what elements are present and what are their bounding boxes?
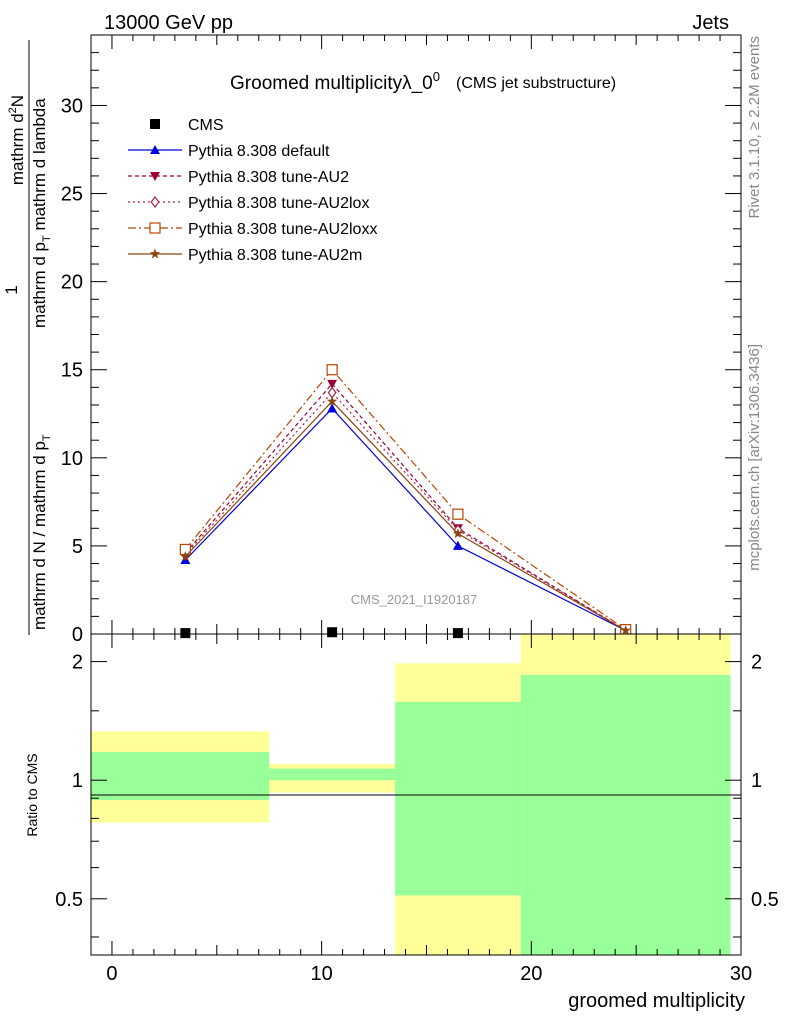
x-axis-label: groomed multiplicity — [568, 990, 745, 1012]
series-line-4 — [184, 368, 627, 631]
main-ylabel: 1 mathrm d2N mathrm d N / mathrm d pT ma… — [2, 40, 53, 635]
legend-label-1: Pythia 8.308 default — [188, 143, 330, 160]
ratio-xtick-label: 0 — [106, 963, 117, 985]
ylabel-num: 1 — [2, 285, 21, 294]
legend-marker-2 — [150, 172, 160, 181]
ylabel-denominator-a: mathrm d N / mathrm d pT — [30, 434, 53, 630]
analysis-watermark: CMS_2021_I1920187 — [351, 592, 478, 607]
series-point-0-0 — [180, 628, 191, 639]
legend-marker-1 — [150, 145, 160, 154]
ratio-xtick-label: 10 — [311, 963, 333, 985]
main-ytick-label: 25 — [61, 184, 83, 206]
series-point-5-1 — [326, 395, 338, 406]
legend-marker-0 — [150, 119, 160, 129]
series-5 — [180, 395, 631, 635]
ratio-ytick-label-left: 1 — [72, 770, 83, 792]
main-ticks: 5 10 15 20 25 30 0 — [61, 35, 742, 646]
ratio-ytick-label-right: 1 — [751, 770, 762, 792]
main-title: Groomed multiplicityλ_00 — [230, 69, 440, 94]
legend-label-0: CMS — [188, 117, 224, 134]
ratio-plot: 0.5 0.51 12 20 10 20 30 — [55, 633, 779, 985]
series-point-5-3 — [620, 624, 631, 635]
main-ytick-zero-label: 0 — [72, 624, 83, 646]
series-point-4-1 — [326, 364, 338, 376]
series-line-5 — [184, 400, 627, 632]
header-right: Jets — [692, 12, 729, 34]
legend-label-2: Pythia 8.308 tune-AU2 — [188, 169, 349, 186]
legend-entry-3: Pythia 8.308 tune-AU2lox — [128, 195, 369, 212]
rivet-label: Rivet 3.1.10, ≥ 2.2M events — [746, 36, 763, 219]
legend-marker-3 — [150, 196, 160, 208]
main-ytick-label: 15 — [61, 360, 83, 382]
legend-label-3: Pythia 8.308 tune-AU2lox — [188, 195, 369, 212]
main-ytick-label: 5 — [72, 536, 83, 558]
ratio-xtick-label: 20 — [520, 963, 542, 985]
series-point-4-2 — [452, 508, 464, 520]
ratio-xtick-label: 30 — [730, 963, 752, 985]
series-point-5-2 — [452, 528, 464, 539]
series-point-2-1 — [327, 379, 338, 389]
mcplots-label: mcplots.cern.ch [arXiv:1306.3436] — [746, 344, 763, 571]
legend-entry-2: Pythia 8.308 tune-AU2 — [128, 169, 349, 186]
series-point-1-2 — [452, 540, 463, 550]
legend-entry-4: Pythia 8.308 tune-AU2loxx — [128, 221, 377, 238]
legend: CMS Pythia 8.308 default Pythia 8.308 tune… — [128, 117, 377, 264]
main-ytick-label: 20 — [61, 272, 83, 294]
ratio-band-inner-3 — [520, 674, 731, 955]
series-line-3 — [184, 391, 627, 632]
series-line-2 — [184, 382, 627, 632]
legend-entry-5: Pythia 8.308 tune-AU2m — [128, 247, 362, 264]
series-point-1-1 — [327, 403, 338, 413]
main-ytick-label: 30 — [61, 95, 83, 117]
main-subtitle: (CMS jet substructure) — [456, 75, 616, 92]
ratio-ytick-label-right: 0.5 — [751, 889, 779, 911]
ratio-plot-frame — [90, 633, 742, 956]
ratio-band-inner-1 — [269, 768, 396, 781]
ratio-ytick-label-left: 2 — [72, 652, 83, 674]
series-line-1 — [184, 407, 626, 632]
main-plot: 5 10 15 20 25 30 0 CMS_2021_I1920187 Groomed m… — [61, 34, 742, 646]
series-point-5-0 — [180, 550, 191, 561]
series-point-0-2 — [452, 628, 463, 639]
header-left: 13000 GeV pp — [104, 12, 233, 34]
ratio-ytick-label-right: 2 — [751, 652, 762, 674]
main-ytick-label: 10 — [61, 448, 83, 470]
legend-entry-1: Pythia 8.308 default — [128, 143, 330, 160]
ratio-ytick-label-left: 0.5 — [55, 889, 83, 911]
legend-label-4: Pythia 8.308 tune-AU2loxx — [188, 221, 377, 238]
ylabel-numerator: mathrm d2N — [7, 95, 27, 185]
ratio-ticks: 0.5 0.51 12 20 10 20 30 — [55, 634, 779, 985]
legend-label-5: Pythia 8.308 tune-AU2m — [188, 247, 362, 264]
legend-entry-0: CMS — [150, 117, 224, 134]
main-data-layer — [179, 364, 632, 639]
ratio-band-inner-0 — [91, 751, 270, 801]
series-point-0-1 — [327, 627, 338, 638]
legend-marker-5 — [149, 248, 161, 259]
ylabel-denominator-b: mathrm d pT mathrm d lambda — [30, 98, 53, 328]
ratio-ylabel: Ratio to CMS — [24, 753, 40, 836]
ratio-bands — [91, 634, 731, 955]
ylabel-numerator-prefix: 1 — [2, 285, 21, 294]
legend-marker-4 — [149, 222, 161, 234]
ratio-band-inner-2 — [395, 701, 521, 896]
